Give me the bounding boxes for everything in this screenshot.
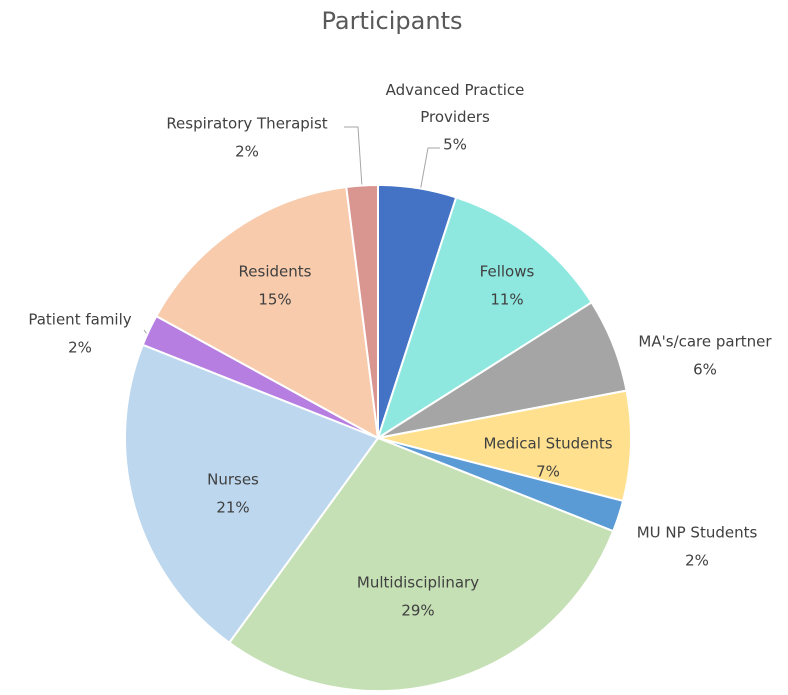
value-label: 21% (216, 499, 249, 517)
chart-title: Participants (322, 7, 463, 35)
value-label: 2% (68, 339, 92, 357)
value-label: 2% (685, 552, 709, 570)
leader-line (419, 147, 440, 193)
leader-line (344, 126, 363, 188)
pie-slice (154, 185, 380, 440)
slice-label: MA's/care partner (638, 333, 772, 351)
pie-slice (124, 343, 380, 645)
slice-label: MU NP Students (637, 524, 758, 542)
slice-label: Fellows (480, 263, 535, 281)
slice-label: Advanced Practice Providers (386, 81, 525, 126)
pie-slice (345, 183, 379, 439)
value-label: 5% (443, 136, 467, 154)
slice-label: Nurses (207, 471, 259, 489)
slice-label: Respiratory Therapist (166, 115, 327, 133)
value-label: 2% (235, 143, 259, 161)
slice-label: Multidisciplinary (357, 574, 479, 592)
slice-label: Residents (239, 263, 312, 281)
value-label: 11% (490, 291, 523, 309)
value-label: 7% (536, 463, 560, 481)
value-label: 15% (258, 291, 291, 309)
slice-label: Medical Students (483, 435, 612, 453)
pie-slice (376, 196, 593, 441)
value-label: 6% (693, 361, 717, 379)
value-label: 29% (401, 602, 434, 620)
pie-slice (377, 389, 632, 503)
pie-slice (227, 436, 615, 692)
slice-label: Patient family (28, 311, 131, 329)
